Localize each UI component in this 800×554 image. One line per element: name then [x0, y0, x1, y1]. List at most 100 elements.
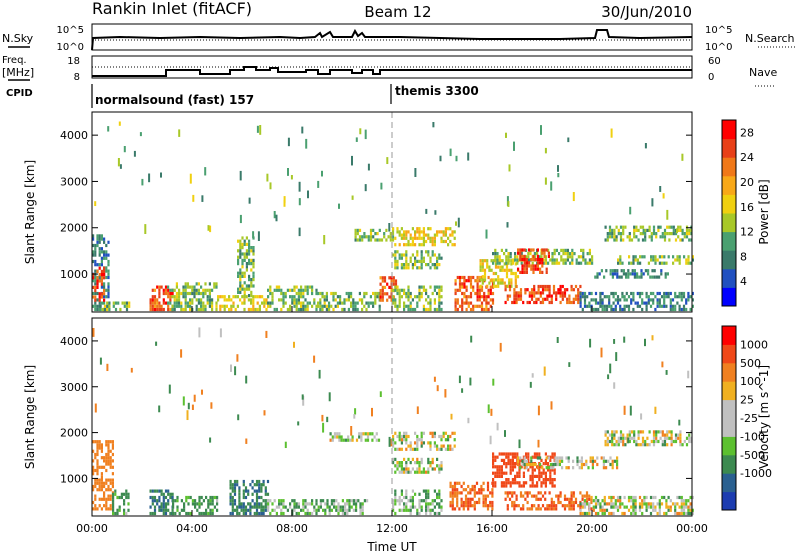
echo-cell: [492, 465, 495, 469]
echo-cell: [658, 255, 661, 259]
echo-cell: [449, 481, 452, 485]
echo-cell: [548, 294, 551, 298]
echo-cell: [491, 491, 494, 495]
echo-cell: [400, 461, 403, 465]
echo-cell: [668, 430, 671, 434]
echo-cell: [94, 507, 97, 511]
echo-cell: [229, 486, 232, 490]
echo-cell: [515, 494, 518, 498]
echo-cell: [540, 484, 543, 488]
echo-cell: [601, 505, 604, 509]
echo-cell: [541, 466, 544, 470]
echo-cell: [118, 505, 121, 509]
echo-cell: [240, 508, 243, 512]
echo-cell: [418, 464, 421, 468]
echo-cell: [252, 301, 255, 305]
echo-cell: [460, 497, 463, 501]
echo-cell: [427, 295, 430, 299]
echo-cell: [158, 291, 161, 296]
echo-cell: [255, 479, 259, 484]
echo-cell: [451, 431, 454, 435]
echo-cell: [467, 301, 470, 305]
echo-cell: [160, 502, 163, 506]
echo-cell: [547, 248, 550, 252]
echo-cell: [522, 481, 525, 485]
echo-cell: [480, 484, 483, 489]
echo-cell: [232, 304, 235, 308]
echo-cell: [510, 259, 513, 263]
echo-cell: [425, 233, 428, 237]
echo-cell: [475, 500, 479, 505]
echo-cell: [109, 440, 112, 444]
echo-cell: [629, 272, 632, 276]
echo-cell: [541, 284, 545, 289]
echo-cell: [588, 258, 591, 262]
echo-cell: [409, 295, 412, 299]
echo-cell: [611, 459, 614, 463]
echo-cell: [630, 436, 634, 440]
echo-cell: [403, 508, 406, 512]
echo-cell: [403, 301, 406, 305]
echo-cell: [599, 502, 602, 506]
echo-cell: [398, 438, 401, 442]
echo-cell: [403, 243, 406, 247]
echo-cell: [219, 295, 222, 299]
echo-cell: [251, 479, 254, 484]
echo-cell: [568, 497, 571, 501]
echo-cell: [628, 238, 631, 242]
echo-cell: [517, 504, 520, 508]
echo-cell: [403, 253, 406, 257]
echo-cell: [632, 258, 635, 262]
echo-cell: [174, 499, 177, 503]
echo-cell: [433, 505, 436, 509]
echo-cell: [106, 304, 109, 308]
echo-cell: [307, 190, 309, 199]
echo-cell: [545, 456, 548, 460]
echo-cell: [92, 250, 95, 254]
echo-cell: [463, 301, 466, 305]
echo-cell: [469, 504, 472, 508]
echo-cell: [409, 444, 412, 448]
echo-cell: [561, 291, 564, 295]
echo-cell: [295, 502, 298, 506]
echo-cell: [247, 307, 250, 312]
echo-cell: [185, 495, 188, 500]
echo-cell: [191, 298, 194, 302]
echo-cell: [461, 298, 464, 302]
echo-cell: [682, 508, 686, 512]
echo-cell: [175, 291, 178, 296]
echo-cell: [592, 508, 595, 512]
echo-cell: [193, 285, 196, 289]
echo-cell: [541, 288, 545, 292]
echo-cell: [472, 307, 475, 312]
echo-cell: [581, 494, 584, 498]
echo-cell: [535, 291, 538, 295]
echo-cell: [520, 252, 523, 256]
echo-cell: [546, 507, 549, 511]
echo-cell: [96, 285, 99, 289]
echo-cell: [644, 238, 647, 242]
echo-cell: [596, 272, 599, 276]
echo-cell: [359, 128, 362, 135]
echo-cell: [187, 511, 190, 516]
echo-cell: [392, 282, 395, 286]
echo-cell: [411, 447, 414, 451]
echo-cell: [403, 307, 406, 312]
echo-cell: [100, 475, 103, 479]
echo-cell: [376, 238, 379, 242]
echo-cell: [121, 301, 124, 305]
echo-cell: [416, 295, 419, 299]
echo-cell: [107, 488, 110, 492]
echo-cell: [409, 301, 412, 305]
echo-cell: [300, 307, 303, 312]
echo-cell: [630, 511, 633, 516]
echo-cell: [308, 511, 311, 516]
echo-cell: [494, 471, 497, 475]
echo-cell: [391, 232, 395, 236]
echo-cell: [670, 436, 673, 440]
echo-cell: [650, 258, 653, 262]
echo-cell: [195, 282, 198, 286]
echo-cell: [105, 500, 108, 505]
echo-cell: [252, 284, 255, 288]
echo-cell: [658, 298, 661, 302]
